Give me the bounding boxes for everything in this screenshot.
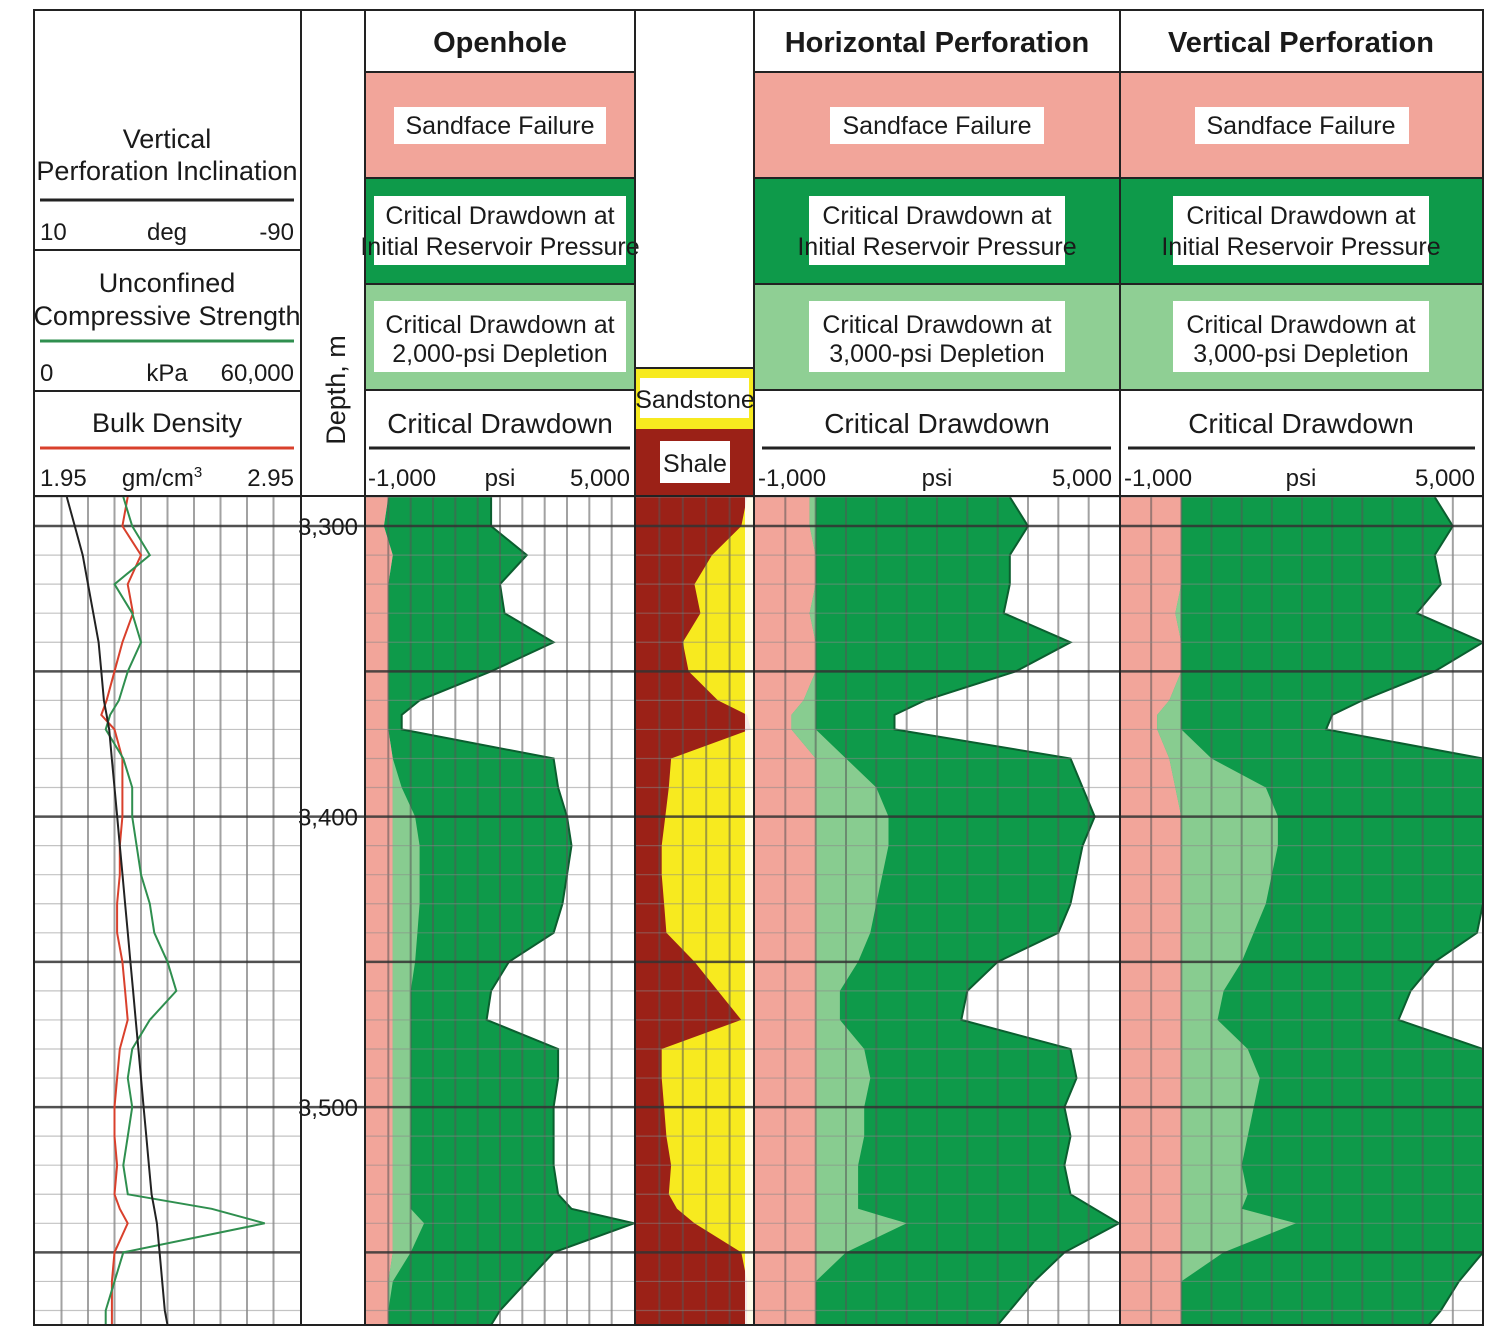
perf-depletion-label-line2: 3,000-psi Depletion [1193, 340, 1408, 368]
lithology-plot [636, 497, 753, 1325]
density-unit: gm/cm3 [122, 464, 202, 492]
horizontal-critical-initial-area [791, 497, 1119, 1325]
critical-drawdown-label: Critical Drawdown [1188, 408, 1414, 439]
ucs-title-line1: Unconfined [99, 268, 236, 298]
horizontal-plot [755, 497, 1119, 1325]
inclination-unit: deg [147, 219, 187, 246]
label-box [1195, 107, 1409, 144]
depth-tick-label: 3,500 [298, 1095, 358, 1122]
critical-initial-label-line2: Initial Reservoir Pressure [360, 233, 639, 261]
openhole-header: Openhole Sandface Failure Critical Drawd… [360, 27, 639, 492]
perf-depletion-label-line1: Critical Drawdown at [1186, 311, 1415, 339]
density-min: 1.95 [40, 465, 87, 492]
inclination-title-line1: Vertical [123, 124, 212, 154]
ucs-unit: kPa [146, 360, 188, 387]
horizontal-title: Horizontal Perforation [785, 27, 1090, 59]
scale-max: 5,000 [1415, 465, 1475, 492]
horizontal-critical-depletion-area [791, 497, 907, 1325]
depth-tick-label: 3,400 [298, 805, 358, 832]
openhole-critical-drawdown-curve [400, 497, 634, 1325]
label-box [374, 196, 626, 265]
openhole-critical-initial-area [383, 497, 634, 1325]
inclination-max: -90 [259, 219, 294, 246]
outer-border [33, 9, 1484, 1326]
density-unit-exponent: 3 [194, 464, 202, 481]
density-max: 2.95 [247, 465, 294, 492]
scale-min: -1,000 [1124, 465, 1192, 492]
scale-unit: psi [922, 465, 953, 492]
lithology-margin [745, 497, 753, 1325]
perf-depletion-label-line1: Critical Drawdown at [822, 311, 1051, 339]
horizontal-header: Horizontal Perforation Sandface Failure … [755, 27, 1119, 492]
vertical-critical-drawdown-curve [1324, 497, 1483, 1325]
ucs-curve [104, 497, 265, 1325]
left-track-header: Vertical Perforation Inclination 10 deg … [33, 124, 300, 492]
openhole-sandface-area [366, 497, 393, 1325]
frame [33, 9, 1484, 1326]
scale-unit: psi [485, 465, 516, 492]
vertical-plot [1121, 497, 1483, 1325]
inclination-title-line2: Perforation Inclination [36, 156, 297, 186]
label-box [374, 301, 626, 372]
perf-depletion-label-line2: 3,000-psi Depletion [829, 340, 1044, 368]
scale-unit: psi [1286, 465, 1317, 492]
critical-initial-label-line1: Critical Drawdown at [822, 202, 1051, 230]
label-box [809, 301, 1065, 372]
openhole-depletion-label-line2: 2,000-psi Depletion [392, 340, 607, 368]
scale-min: -1,000 [758, 465, 826, 492]
label-box [1173, 196, 1429, 265]
density-curve [100, 497, 143, 1325]
shale-label: Shale [663, 450, 727, 478]
scale-min: -1,000 [368, 465, 436, 492]
scale-max: 5,000 [1052, 465, 1112, 492]
vertical-header: Vertical Perforation Sandface Failure Cr… [1121, 27, 1483, 492]
critical-initial-label-line1: Critical Drawdown at [1186, 202, 1415, 230]
density-unit-base: gm/cm [122, 465, 194, 492]
sandstone-label: Sandstone [635, 386, 755, 414]
critical-drawdown-label: Critical Drawdown [387, 408, 613, 439]
lithology-legend: Sandstone Shale [635, 369, 755, 497]
sandface-label: Sandface Failure [842, 112, 1031, 140]
inclination-min: 10 [40, 219, 67, 246]
depth-tick-label: 3,300 [298, 514, 358, 541]
label-box [1173, 301, 1429, 372]
ucs-min: 0 [40, 360, 53, 387]
depth-axis: 3,300 3,400 3,500 [298, 514, 365, 1122]
critical-initial-label-line2: Initial Reservoir Pressure [797, 233, 1076, 261]
openhole-critical-depletion-area [383, 497, 425, 1325]
openhole-title: Openhole [433, 27, 567, 59]
depth-axis-label: Depth, m [321, 335, 351, 445]
label-box [830, 107, 1044, 144]
openhole-depletion-label-line1: Critical Drawdown at [385, 311, 614, 339]
inclination-curve [65, 497, 169, 1325]
left-track-plot [35, 497, 300, 1325]
label-box [660, 441, 730, 483]
ucs-title-line2: Compressive Strength [33, 301, 300, 331]
vertical-title: Vertical Perforation [1168, 27, 1434, 59]
horizontal-critical-drawdown-curve [893, 497, 1119, 1325]
density-title: Bulk Density [92, 408, 243, 438]
sandface-label: Sandface Failure [1206, 112, 1395, 140]
vertical-critical-depletion-area [1157, 497, 1296, 1325]
openhole-plot [366, 497, 634, 1325]
label-box [394, 107, 606, 144]
label-box [809, 196, 1065, 265]
sandface-label: Sandface Failure [405, 112, 594, 140]
ucs-max: 60,000 [221, 360, 294, 387]
label-box [640, 378, 749, 418]
critical-initial-label-line1: Critical Drawdown at [385, 202, 614, 230]
scale-max: 5,000 [570, 465, 630, 492]
critical-drawdown-label: Critical Drawdown [824, 408, 1050, 439]
critical-initial-label-line2: Initial Reservoir Pressure [1161, 233, 1440, 261]
